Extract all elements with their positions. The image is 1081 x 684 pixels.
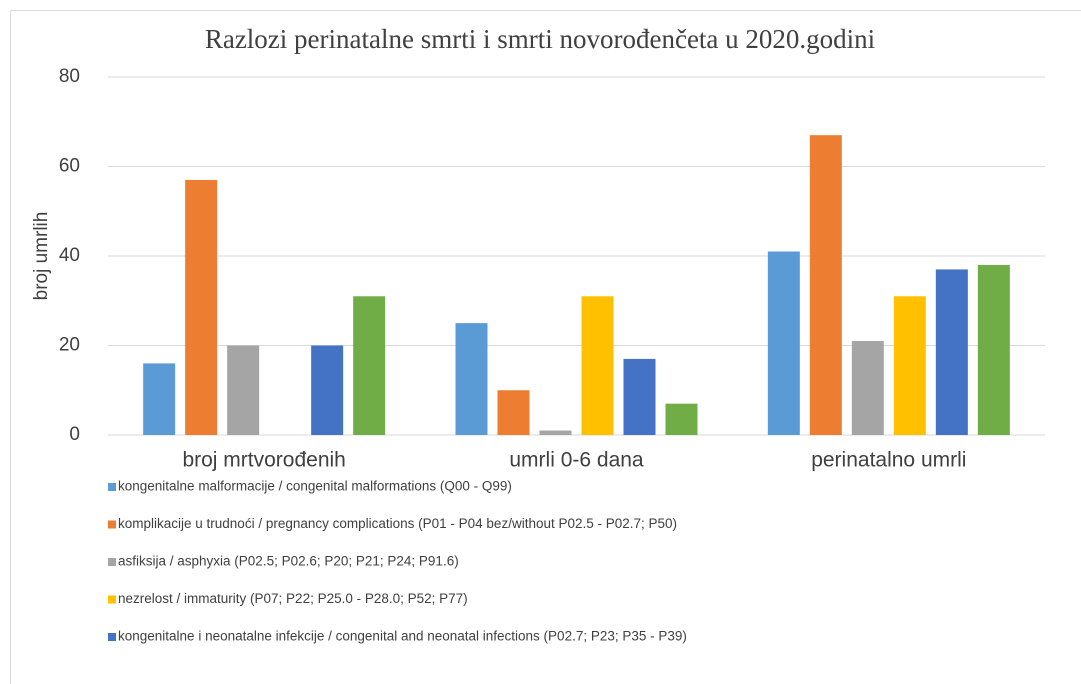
bar bbox=[311, 345, 344, 435]
y-tick-label: 0 bbox=[69, 424, 80, 445]
bar bbox=[185, 179, 218, 435]
y-tick-label: 20 bbox=[59, 335, 80, 356]
bar bbox=[623, 358, 656, 435]
legend-label: komplikacije u trudnoći / pregnancy comp… bbox=[118, 516, 677, 531]
bar bbox=[539, 430, 572, 435]
bar bbox=[935, 269, 968, 435]
bar bbox=[851, 341, 884, 435]
bar bbox=[227, 345, 260, 435]
legend-swatch bbox=[108, 595, 116, 604]
legend-label: kongenitalne malformacije / congenital m… bbox=[118, 479, 512, 494]
bar bbox=[809, 135, 842, 436]
y-tick-label: 80 bbox=[59, 66, 80, 87]
y-tick-label: 60 bbox=[59, 156, 80, 177]
legend-swatch bbox=[108, 483, 116, 491]
bar bbox=[581, 296, 614, 435]
bar bbox=[893, 296, 926, 435]
legend-swatch bbox=[108, 633, 116, 641]
y-axis-label: broj umrlih bbox=[31, 212, 52, 301]
legend-swatch bbox=[108, 520, 116, 529]
y-tick-label: 40 bbox=[59, 245, 80, 266]
legend-label: kongenitalne i neonatalne infekcije / co… bbox=[118, 629, 687, 644]
chart-title: Razlozi perinatalne smrti i smrti novoro… bbox=[205, 24, 875, 54]
legend-swatch bbox=[108, 558, 116, 566]
x-tick-label: perinatalno umrli bbox=[811, 449, 966, 472]
bar bbox=[353, 296, 386, 435]
bar bbox=[767, 251, 800, 435]
bar bbox=[455, 323, 488, 435]
bar bbox=[497, 390, 530, 435]
bar bbox=[665, 403, 698, 435]
bar bbox=[143, 363, 176, 435]
legend-label: nezrelost / immaturity (P07; P22; P25.0 … bbox=[118, 591, 468, 606]
x-tick-label: umrli 0-6 dana bbox=[509, 449, 644, 472]
legend-label: asfiksija / asphyxia (P02.5; P02.6; P20;… bbox=[118, 554, 459, 569]
bar bbox=[977, 264, 1010, 435]
x-tick-label: broj mrtvorođenih bbox=[182, 449, 345, 472]
